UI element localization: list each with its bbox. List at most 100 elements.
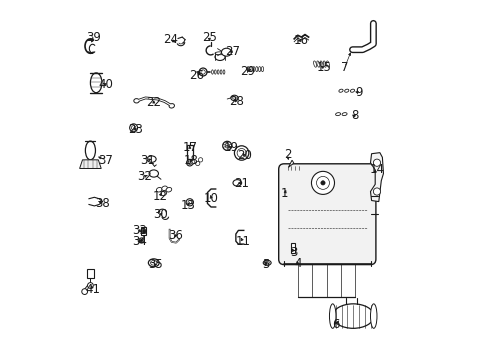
Text: 3: 3 [290,246,297,259]
Ellipse shape [198,158,203,162]
Bar [186,145,192,159]
Ellipse shape [344,89,348,92]
Ellipse shape [150,261,157,265]
Ellipse shape [149,170,158,177]
Ellipse shape [221,48,231,56]
Ellipse shape [187,161,191,165]
Ellipse shape [230,95,238,100]
Ellipse shape [258,67,260,72]
Ellipse shape [211,70,213,74]
Circle shape [140,239,142,242]
Ellipse shape [85,141,95,160]
Text: 27: 27 [225,45,240,58]
Text: 17: 17 [182,141,197,154]
Text: 30: 30 [153,208,168,221]
Text: 35: 35 [147,258,163,271]
Circle shape [320,181,325,185]
Text: 33: 33 [132,224,146,237]
Ellipse shape [264,261,269,264]
Ellipse shape [139,238,144,243]
Text: 18: 18 [183,154,198,167]
Ellipse shape [370,304,376,328]
Ellipse shape [217,70,219,74]
Text: 23: 23 [128,123,143,136]
Ellipse shape [215,52,224,55]
Ellipse shape [186,199,193,206]
Bar [290,243,294,253]
Polygon shape [288,160,293,167]
Ellipse shape [255,67,257,72]
Bar [142,229,144,233]
Ellipse shape [338,89,343,92]
Text: 15: 15 [316,61,330,74]
Ellipse shape [156,188,162,192]
Text: 24: 24 [163,33,178,46]
Circle shape [311,171,334,194]
Bar [87,269,94,278]
Ellipse shape [370,22,375,25]
Text: 16: 16 [293,34,308,47]
Ellipse shape [261,67,263,72]
Text: 10: 10 [203,192,218,205]
Ellipse shape [190,160,194,164]
Text: 34: 34 [132,235,146,248]
Ellipse shape [223,70,224,74]
Text: 6: 6 [332,318,339,331]
Text: 40: 40 [98,78,113,91]
Text: 38: 38 [95,197,109,210]
Text: 25: 25 [202,31,216,44]
Text: 14: 14 [369,163,384,176]
Ellipse shape [169,104,174,108]
Ellipse shape [237,149,245,158]
Ellipse shape [249,67,251,72]
Ellipse shape [187,201,191,204]
Ellipse shape [350,89,354,92]
Text: 12: 12 [152,190,167,203]
Ellipse shape [232,180,241,186]
Ellipse shape [186,159,193,166]
Polygon shape [80,160,101,168]
Ellipse shape [252,67,254,72]
Ellipse shape [220,70,222,74]
Ellipse shape [224,144,229,148]
Text: 20: 20 [237,149,251,162]
Ellipse shape [263,260,270,265]
Text: 11: 11 [235,235,250,248]
Ellipse shape [342,113,346,116]
Text: 37: 37 [98,154,113,167]
Text: 41: 41 [85,283,100,296]
Ellipse shape [162,186,167,190]
Text: 5: 5 [261,258,268,271]
Ellipse shape [246,67,249,72]
Text: 8: 8 [351,109,358,122]
Polygon shape [370,153,383,202]
Ellipse shape [320,61,323,67]
Ellipse shape [232,97,236,99]
Ellipse shape [222,141,231,150]
Ellipse shape [129,124,137,132]
Circle shape [316,176,329,189]
Ellipse shape [147,156,156,162]
Text: 2: 2 [284,148,291,161]
Text: 39: 39 [86,31,101,44]
FancyBboxPatch shape [278,164,375,265]
Ellipse shape [131,126,136,130]
Text: 28: 28 [229,95,244,108]
Ellipse shape [134,99,139,103]
Circle shape [81,289,87,294]
Ellipse shape [215,53,224,60]
Ellipse shape [195,161,200,166]
Text: 32: 32 [137,170,152,183]
Text: 22: 22 [146,96,161,109]
Text: 1: 1 [281,187,288,200]
Ellipse shape [313,61,316,67]
Bar [141,227,145,235]
Ellipse shape [201,70,205,74]
Text: 31: 31 [140,154,154,167]
Ellipse shape [161,191,166,195]
Ellipse shape [90,73,102,93]
Text: 4: 4 [293,257,301,270]
Ellipse shape [326,61,329,67]
Ellipse shape [234,146,248,160]
Ellipse shape [148,259,159,267]
